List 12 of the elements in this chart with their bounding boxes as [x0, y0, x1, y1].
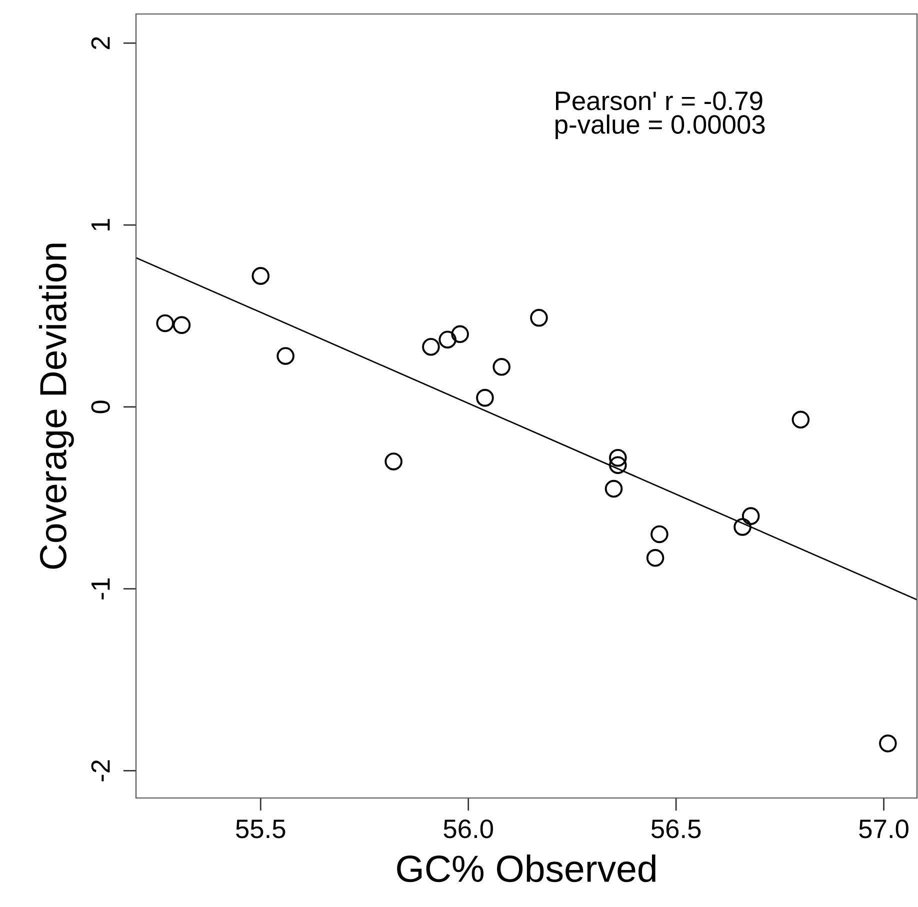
- y-tick-label: 2: [91, 37, 110, 50]
- x-tick-label: 56.0: [444, 820, 493, 838]
- y-tick-label: -2: [91, 760, 110, 782]
- y-tick-label: 0: [91, 400, 110, 414]
- x-axis-title: GC% Observed: [397, 854, 656, 882]
- y-axis-title: Coverage Deviation: [38, 244, 74, 569]
- x-tick-label: 57.0: [859, 820, 908, 838]
- annotation: Pearson' r = -0.79 p-value = 0.00003: [556, 92, 765, 140]
- y-tick-label: -1: [92, 578, 110, 600]
- y-tick-label: 1: [92, 218, 110, 230]
- x-tick-label: 55.5: [236, 820, 286, 838]
- x-tick-label: 56.5: [651, 820, 701, 838]
